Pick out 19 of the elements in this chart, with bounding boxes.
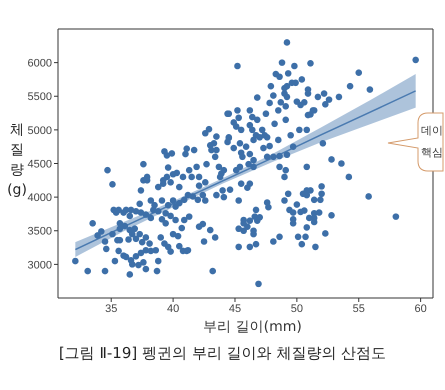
y-tick-label: 6000 — [28, 58, 52, 70]
y-tick-label: 4500 — [28, 158, 52, 170]
speech-bubble: 데이 핵심 — [386, 112, 444, 172]
x-tick-label: 45 — [228, 302, 242, 315]
x-tick-label: 60 — [414, 302, 427, 315]
annotation: 핵심 — [421, 146, 443, 159]
x-tick-label: 50 — [290, 302, 303, 315]
x-tick-label: 55 — [352, 302, 365, 315]
annotation: 데이 — [421, 124, 443, 137]
y-tick-label: 3000 — [28, 259, 52, 272]
y-tick-label: 4000 — [28, 192, 52, 204]
y-tick-label: 5000 — [28, 124, 52, 137]
y-axis-title: 체질량(g) — [7, 122, 27, 198]
x-tick-label: 40 — [166, 302, 180, 315]
text: [그림 Ⅱ-19] 펭귄의 부리 길이와 체질량의 산점도 — [58, 344, 388, 363]
y-tick-label: 3500 — [28, 226, 52, 238]
x-axis-title: 부리 길이(mm) — [202, 318, 303, 336]
y-tick-label: 5500 — [28, 91, 52, 104]
x-tick-label: 35 — [105, 302, 118, 315]
